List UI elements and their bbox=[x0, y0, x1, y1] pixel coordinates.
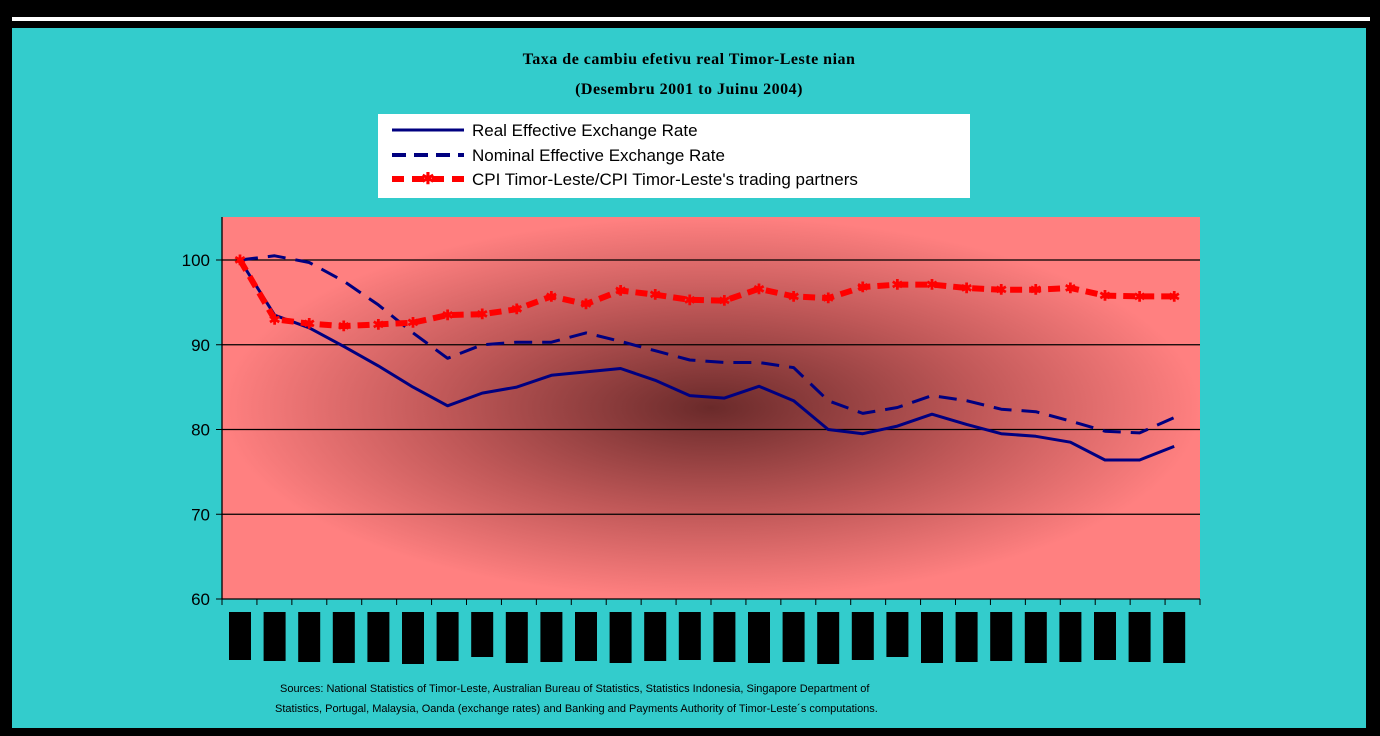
series-2-point-23: ✱ bbox=[1030, 282, 1042, 298]
series-2-point-5: ✱ bbox=[407, 315, 419, 331]
series-line-0 bbox=[238, 259, 1175, 462]
plot-area bbox=[222, 217, 1200, 599]
x-tick-label-2003-06 bbox=[851, 612, 874, 660]
x-tick-label-2002-04 bbox=[367, 612, 390, 662]
chart-panel: Taxa de cambiu efetivu real Timor-Leste … bbox=[12, 28, 1366, 728]
x-tick-label-2002-05 bbox=[402, 612, 424, 664]
x-tick-label-2004-01 bbox=[1094, 612, 1116, 660]
x-tick-label-2002-11 bbox=[609, 612, 632, 663]
series-2-point-16: ✱ bbox=[788, 288, 800, 304]
series-2-point-10: ✱ bbox=[580, 296, 592, 312]
x-tick-label-2004-02 bbox=[1128, 612, 1151, 662]
series-2-point-6: ✱ bbox=[442, 307, 454, 323]
legend-label-real: Real Effective Exchange Rate bbox=[472, 121, 698, 140]
series-2-point-22: ✱ bbox=[995, 282, 1007, 298]
legend-box bbox=[378, 114, 970, 198]
y-tick-label-60: 60 bbox=[191, 590, 210, 609]
gridlines bbox=[222, 259, 1200, 515]
series-lines bbox=[237, 254, 1175, 462]
chart-title-line-1: Taxa de cambiu efetivu real Timor-Leste … bbox=[523, 51, 856, 68]
x-tick-label-2001-12 bbox=[229, 612, 251, 660]
axes bbox=[216, 217, 1201, 605]
chart-title-line-2: (Desembru 2001 to Juinu 2004) bbox=[575, 81, 803, 98]
x-tick-label-2003-02 bbox=[713, 612, 736, 662]
x-tick-label-2003-09 bbox=[955, 612, 978, 662]
y-tick-label-90: 90 bbox=[191, 336, 210, 355]
source-note-line-1: Sources: National Statistics of Timor-Le… bbox=[280, 683, 870, 695]
x-tick-label-2003-04 bbox=[782, 612, 805, 662]
x-tick-label-2002-03 bbox=[332, 612, 355, 663]
legend: Real Effective Exchange Rate Nominal Eff… bbox=[378, 114, 970, 198]
series-2-point-14: ✱ bbox=[719, 293, 731, 309]
x-tick-label-2003-07 bbox=[886, 612, 909, 657]
x-tick-label-2003-05 bbox=[817, 612, 840, 664]
x-tick-labels bbox=[229, 612, 1186, 664]
series-2-point-1: ✱ bbox=[269, 311, 281, 327]
series-line-2 bbox=[237, 258, 1175, 330]
series-2-point-4: ✱ bbox=[373, 316, 385, 332]
legend-label-cpi: CPI Timor-Leste/CPI Timor-Leste's tradin… bbox=[472, 170, 858, 189]
x-tick-label-2002-06 bbox=[436, 612, 459, 661]
series-line-1 bbox=[239, 254, 1175, 435]
x-tick-label-2002-10 bbox=[575, 612, 597, 661]
x-tick-label-2002-08 bbox=[505, 612, 528, 663]
x-tick-label-2002-12 bbox=[644, 612, 667, 661]
x-tick-label-2003-03 bbox=[748, 612, 770, 663]
x-tick-label-2003-11 bbox=[1024, 612, 1047, 663]
y-tick-label-100: 100 bbox=[182, 251, 210, 270]
series-2-point-9: ✱ bbox=[546, 288, 558, 304]
series-2-point-11: ✱ bbox=[615, 283, 627, 299]
x-tick-label-2002-02 bbox=[298, 612, 321, 662]
series-2-point-12: ✱ bbox=[649, 287, 661, 303]
series-2-point-24: ✱ bbox=[1065, 280, 1077, 296]
series-2-point-21: ✱ bbox=[961, 280, 973, 296]
series-markers: ✱ ✱ ✱ ✱ ✱ ✱ ✱ ✱ ✱ ✱ ✱ ✱ ✱ ✱ ✱ ✱ ✱ ✱ ✱ ✱ ✱ ✱ ✱ ✱ ✱ ✱ ✱ ✱ bbox=[234, 252, 1180, 334]
series-2-point-8: ✱ bbox=[511, 301, 523, 317]
series-2-point-27: ✱ bbox=[1168, 288, 1180, 304]
x-tick-label-2003-10 bbox=[990, 612, 1013, 661]
top-rule bbox=[12, 17, 1370, 21]
x-tick-label-2002-07 bbox=[471, 612, 494, 657]
series-2-point-0: ✱ bbox=[234, 252, 246, 268]
x-tick-label-2003-01 bbox=[678, 612, 701, 660]
x-tick-label-2003-08 bbox=[921, 612, 943, 663]
series-2-point-19: ✱ bbox=[892, 277, 904, 293]
y-tick-label-80: 80 bbox=[191, 421, 210, 440]
series-2-point-3: ✱ bbox=[338, 318, 350, 334]
series-2-point-18: ✱ bbox=[857, 279, 869, 295]
y-tick-labels: 60 70 80 90 100 bbox=[182, 251, 210, 609]
x-tick-label-2002-01 bbox=[263, 612, 286, 661]
x-tick-label-2002-09 bbox=[540, 612, 563, 662]
y-tick-label-70: 70 bbox=[191, 505, 210, 524]
x-tick-label-2003-12 bbox=[1059, 612, 1082, 662]
source-note-line-2: Statistics, Portugal, Malaysia, Oanda (e… bbox=[275, 703, 878, 715]
series-2-point-2: ✱ bbox=[303, 316, 315, 332]
series-2-point-26: ✱ bbox=[1134, 288, 1146, 304]
series-2-point-20: ✱ bbox=[926, 277, 938, 293]
series-2-point-13: ✱ bbox=[684, 292, 696, 308]
x-tick-label-2004-03 bbox=[1163, 612, 1186, 663]
series-2-point-15: ✱ bbox=[753, 281, 765, 297]
series-2-point-7: ✱ bbox=[476, 306, 488, 322]
series-2-point-17: ✱ bbox=[822, 290, 834, 306]
series-2-point-25: ✱ bbox=[1099, 288, 1111, 304]
legend-label-nominal: Nominal Effective Exchange Rate bbox=[472, 146, 725, 165]
chart-svg: Taxa de cambiu efetivu real Timor-Leste … bbox=[182, 51, 1201, 715]
legend-marker-cpi: ✱ bbox=[421, 171, 434, 188]
